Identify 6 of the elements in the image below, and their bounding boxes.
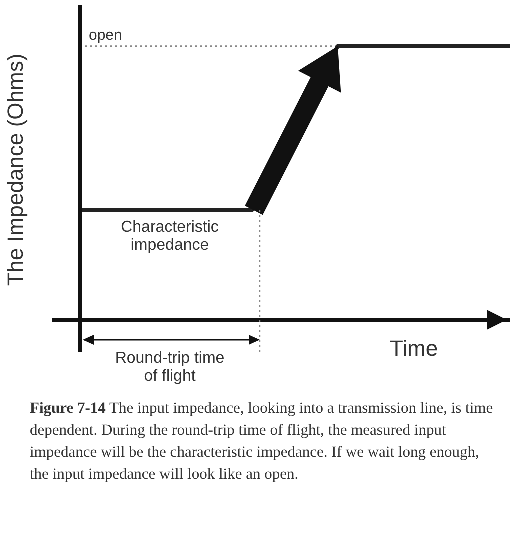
annotation: Characteristic impedance bbox=[120, 218, 220, 255]
x-axis-title: Time bbox=[390, 336, 438, 362]
ref-line-label: open bbox=[89, 27, 122, 44]
caption: Figure 7-14 The input impedance, looking into a transmission line, is time dependent. During the round-trip time of flight, the measured input impedance will be the characteristic impedance. If we wait long enough, the input impedance will look like an open. bbox=[30, 399, 494, 485]
text: Round-trip time of flight bbox=[114, 350, 226, 386]
y-axis-title: The Impedance (Ohms) bbox=[3, 53, 29, 286]
